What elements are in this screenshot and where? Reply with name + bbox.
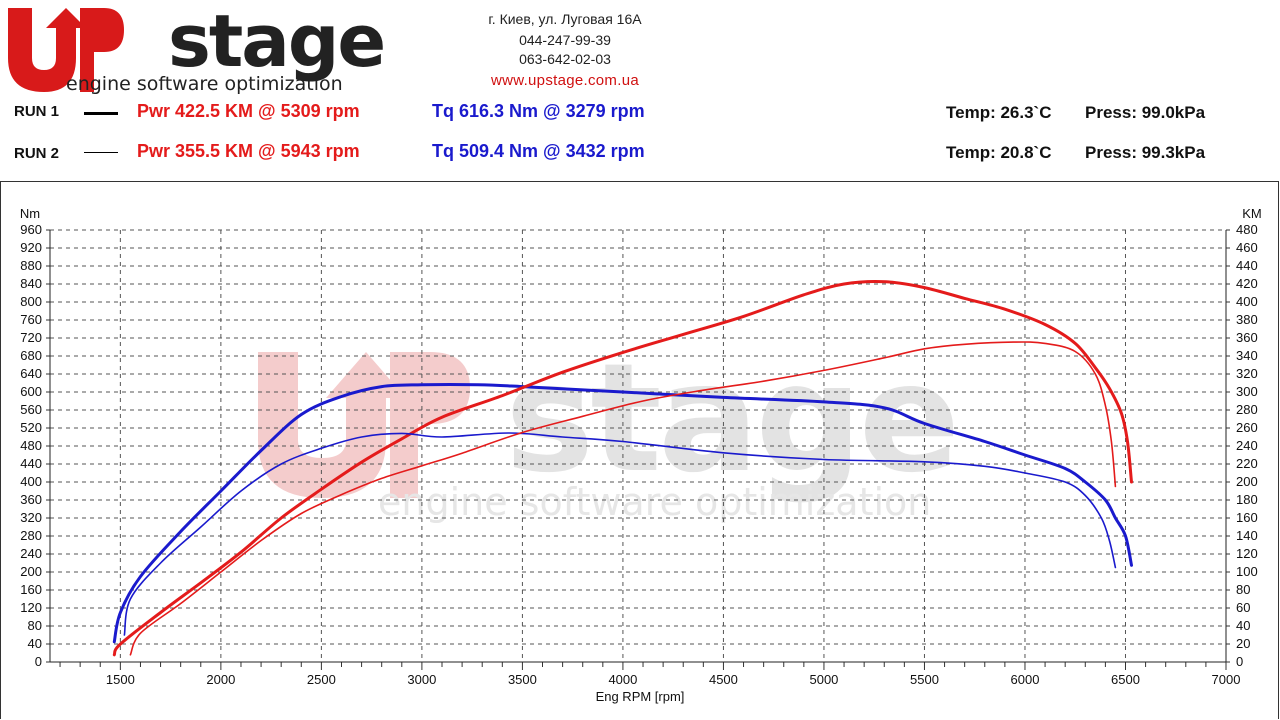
y-right-tick-label: 100 — [1236, 564, 1258, 579]
run-2-torque: Tq 509.4 Nm @ 3432 rpm — [432, 141, 645, 161]
run-1-torque-curve — [112, 383, 1133, 644]
y-left-tick-label: 400 — [20, 474, 42, 489]
logo-tagline: engine software optimization — [66, 73, 343, 95]
y-right-tick-label: 200 — [1236, 474, 1258, 489]
upstage-watermark: stage engine software optimization — [258, 332, 960, 524]
y-left-tick-label: 880 — [20, 258, 42, 273]
y-left-tick-label: 160 — [20, 582, 42, 597]
run-1-torque: Tq 616.3 Nm @ 3279 rpm — [432, 101, 645, 121]
y-axis-left-title: Nm — [20, 206, 40, 221]
x-tick-label: 6000 — [1011, 672, 1040, 687]
run-1-label: RUN 1 — [14, 103, 60, 120]
y-left-tick-label: 480 — [20, 438, 42, 453]
x-tick-label: 3500 — [508, 672, 537, 687]
x-tick-label: 5000 — [809, 672, 838, 687]
y-right-tick-label: 40 — [1236, 618, 1250, 633]
chart-grid — [50, 229, 1226, 662]
svg-text:stage: stage — [505, 332, 956, 506]
x-tick-label: 1500 — [106, 672, 135, 687]
run-2-power: Pwr 355.5 KM @ 5943 rpm — [137, 141, 360, 161]
y-right-tick-label: 440 — [1236, 258, 1258, 273]
y-right-tick-label: 480 — [1236, 222, 1258, 237]
y-right-tick-label: 260 — [1236, 420, 1258, 435]
y-left-tick-label: 80 — [28, 618, 42, 633]
run-1-power-curve — [112, 280, 1133, 657]
x-tick-label: 3000 — [407, 672, 436, 687]
y-left-tick-label: 120 — [20, 600, 42, 615]
y-right-tick-label: 0 — [1236, 654, 1243, 669]
y-left-tick-label: 0 — [35, 654, 42, 669]
y-right-tick-label: 160 — [1236, 510, 1258, 525]
y-right-tick-label: 140 — [1236, 528, 1258, 543]
x-axis-title: Eng RPM [rpm] — [596, 689, 685, 704]
x-tick-label: 4000 — [608, 672, 637, 687]
run-1-temp: Temp: 26.3`C — [946, 103, 1052, 122]
y-right-tick-label: 460 — [1236, 240, 1258, 255]
run-2-torque-curve — [123, 432, 1117, 636]
x-tick-label: 4500 — [709, 672, 738, 687]
x-tick-label: 5500 — [910, 672, 939, 687]
y-left-tick-label: 40 — [28, 636, 42, 651]
y-right-tick-label: 400 — [1236, 294, 1258, 309]
upstage-logo: stage engine software optimization — [8, 0, 386, 95]
run-2-power-curve — [129, 341, 1117, 656]
phone-1: 044-247-99-39 — [519, 32, 611, 48]
y-axis-right-title: KM — [1242, 206, 1262, 221]
x-tick-label: 6500 — [1111, 672, 1140, 687]
y-left-tick-label: 240 — [20, 546, 42, 561]
y-left-tick-label: 200 — [20, 564, 42, 579]
y-left-tick-label: 760 — [20, 312, 42, 327]
x-tick-label: 2000 — [206, 672, 235, 687]
chart-axes: 0408012016020024028032036040044048052056… — [20, 222, 1257, 687]
y-left-tick-label: 800 — [20, 294, 42, 309]
y-right-tick-label: 240 — [1236, 438, 1258, 453]
y-left-tick-label: 520 — [20, 420, 42, 435]
website-link[interactable]: www.upstage.com.ua — [491, 72, 639, 89]
run-1-power: Pwr 422.5 KM @ 5309 rpm — [137, 101, 360, 121]
y-left-tick-label: 960 — [20, 222, 42, 237]
y-right-tick-label: 360 — [1236, 330, 1258, 345]
y-left-tick-label: 280 — [20, 528, 42, 543]
y-left-tick-label: 600 — [20, 384, 42, 399]
x-tick-label: 7000 — [1212, 672, 1241, 687]
y-left-tick-label: 440 — [20, 456, 42, 471]
y-right-tick-label: 280 — [1236, 402, 1258, 417]
y-right-tick-label: 180 — [1236, 492, 1258, 507]
y-left-tick-label: 680 — [20, 348, 42, 363]
run-1-line-style — [84, 112, 118, 115]
x-tick-label: 2500 — [307, 672, 336, 687]
y-right-tick-label: 300 — [1236, 384, 1258, 399]
y-left-tick-label: 560 — [20, 402, 42, 417]
run-1-press: Press: 99.0kPa — [1085, 103, 1206, 122]
y-right-tick-label: 60 — [1236, 600, 1250, 615]
address: г. Киев, ул. Луговая 16А — [488, 11, 642, 27]
chart-series — [112, 280, 1133, 657]
y-right-tick-label: 220 — [1236, 456, 1258, 471]
y-right-tick-label: 380 — [1236, 312, 1258, 327]
y-left-tick-label: 920 — [20, 240, 42, 255]
y-right-tick-label: 120 — [1236, 546, 1258, 561]
y-left-tick-label: 640 — [20, 366, 42, 381]
y-left-tick-label: 360 — [20, 492, 42, 507]
svg-text:engine software optimization: engine software optimization — [378, 480, 931, 524]
y-left-tick-label: 720 — [20, 330, 42, 345]
y-right-tick-label: 80 — [1236, 582, 1250, 597]
y-left-tick-label: 320 — [20, 510, 42, 525]
run-2-line-style — [84, 152, 118, 153]
run-2-label: RUN 2 — [14, 145, 60, 162]
dyno-chart-frame — [0, 181, 1279, 719]
y-right-tick-label: 320 — [1236, 366, 1258, 381]
y-right-tick-label: 340 — [1236, 348, 1258, 363]
run-2-temp: Temp: 20.8`C — [946, 143, 1052, 162]
y-right-tick-label: 20 — [1236, 636, 1250, 651]
y-right-tick-label: 420 — [1236, 276, 1258, 291]
run-2-press: Press: 99.3kPa — [1085, 143, 1206, 162]
phone-2: 063-642-02-03 — [519, 51, 611, 67]
logo-wordmark: stage — [168, 0, 384, 83]
y-left-tick-label: 840 — [20, 276, 42, 291]
